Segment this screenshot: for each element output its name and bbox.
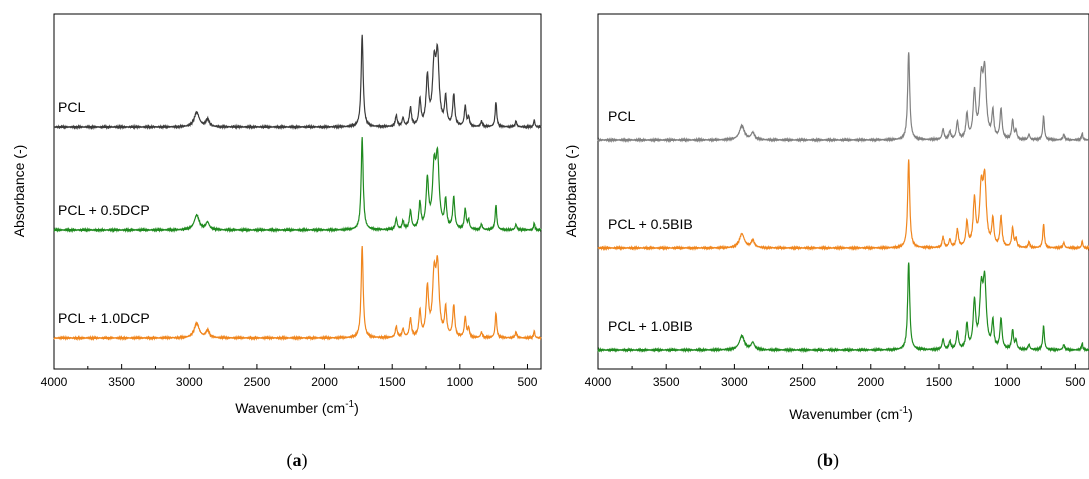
series-line [597, 52, 1089, 144]
series-label: PCL [608, 108, 635, 124]
series-group-b: PCL + 1.0BIB PCL + 0.5BIB PCL [597, 52, 1089, 354]
y-axis-title-a: Absorbance (-) [11, 145, 27, 238]
series-line [597, 159, 1089, 252]
panel-a: 4000 3500 3000 2500 2000 1500 1000 500 PCL + 1.… [11, 13, 542, 471]
series-label: PCL + 1.0DCP [58, 310, 150, 326]
y-axis-title-b: Absorbance (-) [563, 145, 579, 238]
x-tick-label: 500 [517, 375, 537, 389]
x-tick-label: 4000 [41, 375, 68, 389]
series-line [53, 245, 542, 342]
plot-frame-b [597, 13, 1089, 370]
x-ticks-a: 4000 3500 3000 2500 2000 1500 1000 500 [41, 364, 538, 389]
series-line [597, 262, 1089, 354]
x-axis-title-b: Wavenumber (cm-1) [789, 405, 913, 422]
panel-label-a: (a) [287, 450, 308, 471]
x-tick-label: 1000 [994, 375, 1021, 389]
series-label: PCL + 0.5DCP [58, 202, 150, 218]
x-tick-label: 3000 [721, 375, 748, 389]
x-axis-title-a: Wavenumber (cm-1) [235, 399, 359, 416]
x-tick-label: 1500 [379, 375, 406, 389]
x-tick-label: 2000 [857, 375, 884, 389]
x-ticks-b: 4000 3500 3000 2500 2000 1500 1000 500 [585, 364, 1086, 389]
series-label: PCL + 1.0BIB [608, 318, 693, 334]
x-tick-label: 3500 [653, 375, 680, 389]
x-tick-label: 1000 [446, 375, 473, 389]
x-tick-label: 3500 [108, 375, 135, 389]
series-line [53, 34, 542, 131]
x-tick-label: 2000 [311, 375, 338, 389]
panel-b: 4000 3500 3000 2500 2000 1500 1000 500 PCL + 1.… [563, 13, 1089, 471]
x-tick-label: 1500 [926, 375, 953, 389]
x-tick-label: 500 [1065, 375, 1085, 389]
x-tick-label: 4000 [585, 375, 612, 389]
series-label: PCL [58, 99, 85, 115]
x-tick-label: 2500 [789, 375, 816, 389]
x-tick-label: 2500 [244, 375, 271, 389]
plot-frame-a [53, 13, 542, 370]
panel-label-b: (b) [817, 450, 839, 471]
series-group-a: PCL + 1.0DCP PCL + 0.5DCP PCL [53, 34, 542, 342]
series-line [53, 137, 542, 234]
x-tick-label: 3000 [176, 375, 203, 389]
series-label: PCL + 0.5BIB [608, 216, 693, 232]
